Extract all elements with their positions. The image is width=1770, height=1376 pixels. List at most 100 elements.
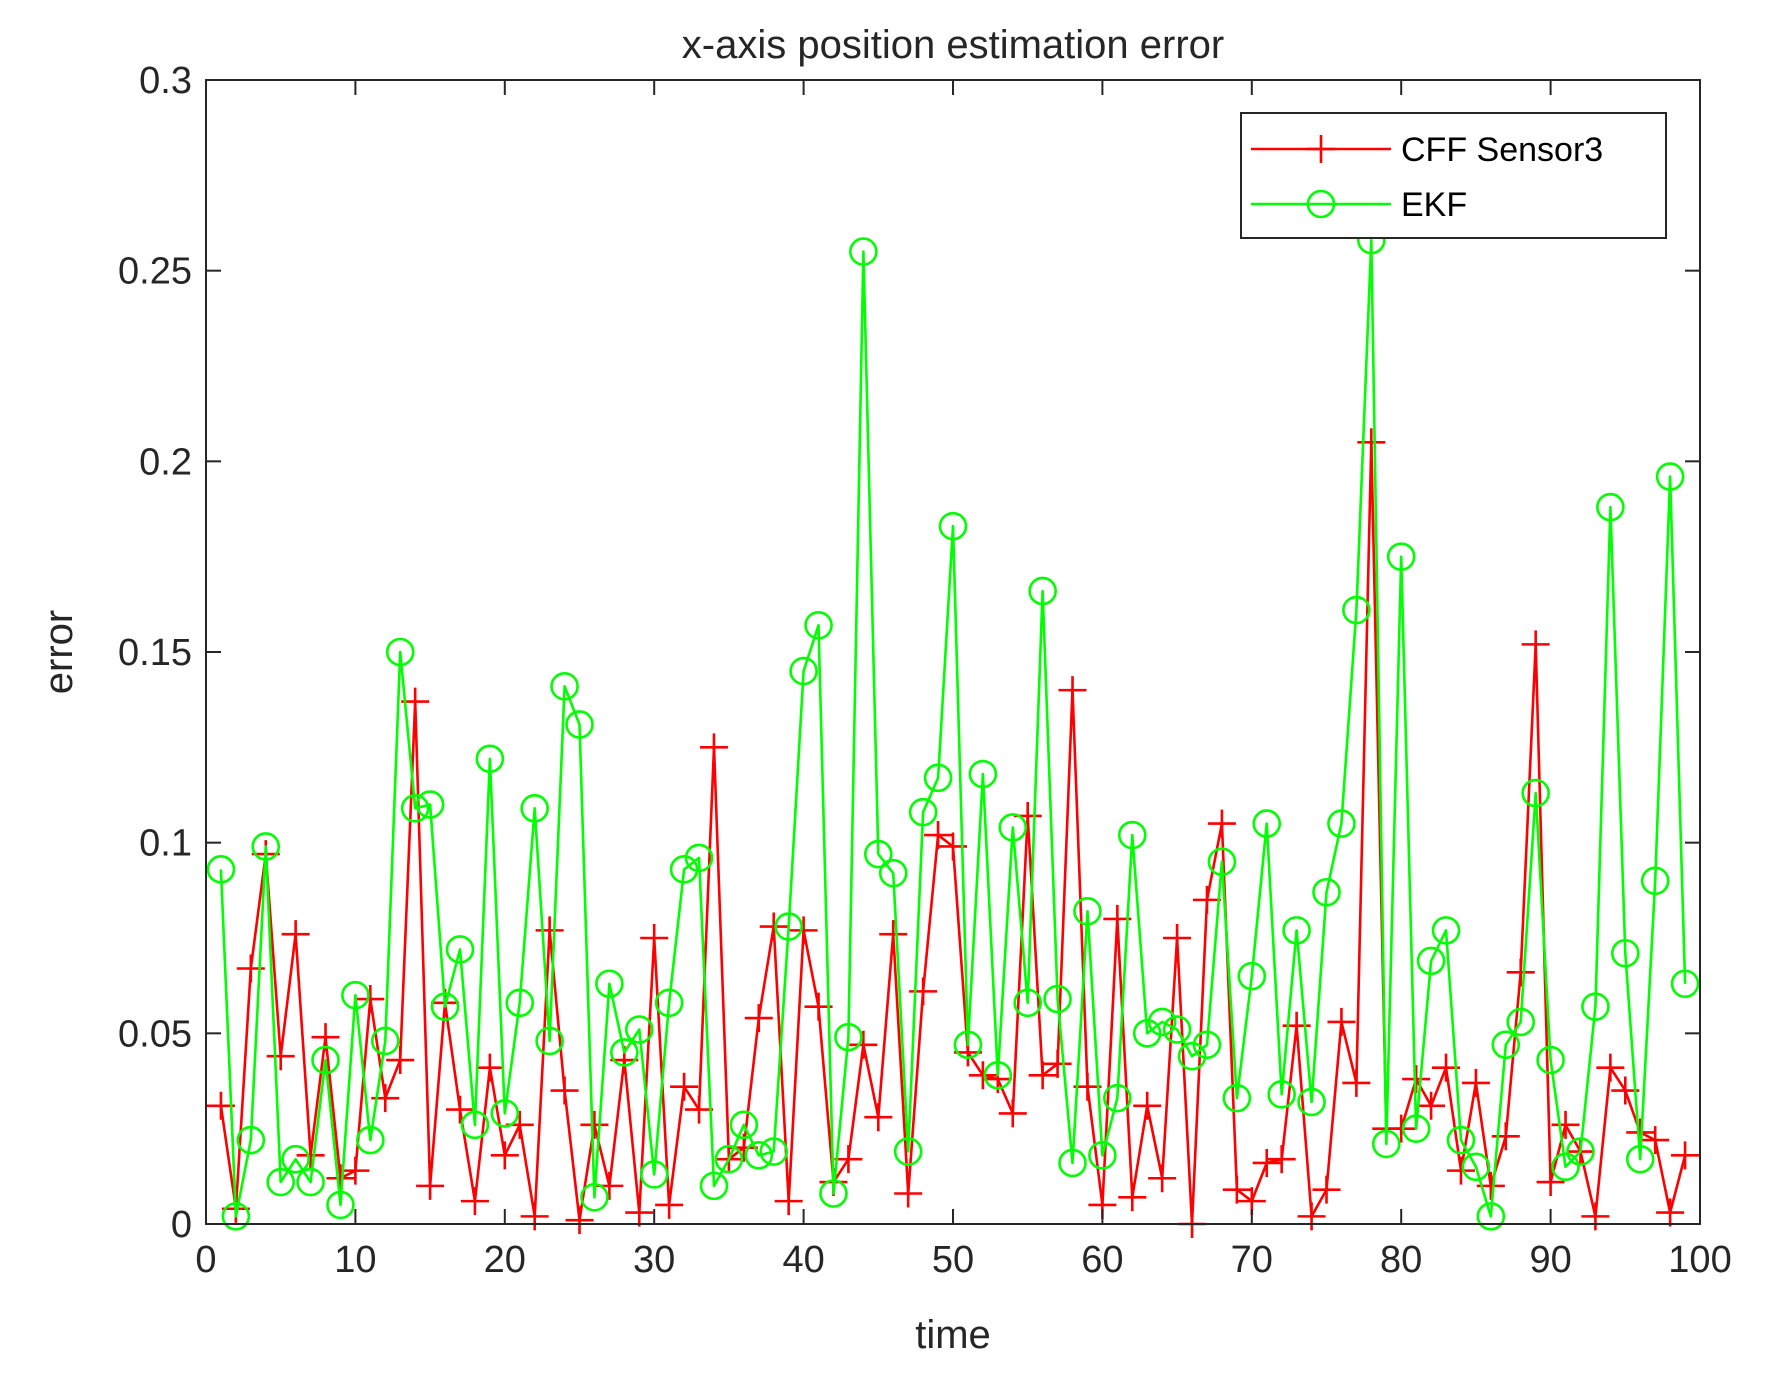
data-point-plus (744, 1004, 773, 1033)
legend-label: EKF (1401, 186, 1467, 224)
data-point-circle (953, 1030, 983, 1060)
data-point-circle (580, 1183, 609, 1212)
data-point-circle (774, 912, 803, 941)
data-point-plus (1536, 1168, 1565, 1197)
legend-marker (1306, 189, 1336, 219)
data-point-plus (699, 733, 728, 762)
data-point-circle (699, 1171, 729, 1201)
data-point-plus (386, 1046, 415, 1075)
data-point-plus (879, 920, 908, 949)
data-point-plus (1581, 1202, 1610, 1231)
data-point-circle (445, 935, 475, 964)
data-point-plus (1267, 1145, 1296, 1174)
legend-entry: EKF (1251, 186, 1467, 224)
data-point-circle (400, 794, 430, 823)
data-point-circle (281, 1144, 310, 1174)
x-tick-label: 0 (195, 1239, 216, 1281)
data-point-circle (684, 843, 714, 873)
data-point-plus (1163, 924, 1192, 952)
x-tick-label: 60 (1081, 1239, 1123, 1281)
legend-box (1240, 112, 1667, 239)
data-point-circle (654, 988, 684, 1018)
data-point-plus (789, 916, 818, 945)
data-point-circle (878, 858, 908, 888)
data-point-plus (1312, 1175, 1341, 1204)
data-point-circle (1342, 595, 1371, 625)
data-point-circle (624, 1015, 654, 1044)
data-point-circle (714, 1144, 744, 1174)
data-point-plus (759, 912, 788, 941)
data-point-circle (1267, 1080, 1296, 1109)
data-point-plus (1043, 1049, 1072, 1078)
data-point-plus (1551, 1110, 1580, 1139)
data-point-circle (1252, 809, 1282, 838)
data-point-circle (938, 511, 968, 541)
data-point-circle (236, 1125, 266, 1155)
data-point-plus (968, 1061, 997, 1090)
y-tick-label: 0.25 (118, 251, 192, 293)
data-point-circle (1282, 916, 1311, 945)
data-point-circle (311, 1045, 340, 1075)
data-point-circle (1431, 916, 1461, 945)
data-point-circle (1073, 897, 1102, 926)
data-point-circle (1028, 576, 1057, 606)
data-point-circle (819, 1179, 848, 1208)
data-point-circle (1207, 847, 1237, 877)
data-point-plus (341, 1156, 370, 1185)
data-point-circle (639, 1160, 669, 1189)
data-point-circle (744, 1141, 774, 1170)
data-point-circle (1043, 984, 1072, 1014)
data-point-plus (1192, 885, 1221, 914)
data-point-circle (1013, 988, 1042, 1018)
data-point-circle (206, 855, 236, 884)
data-point-plus (550, 1076, 579, 1105)
data-point-circle (266, 1167, 296, 1197)
legend-label: CFF Sensor3 (1401, 131, 1603, 169)
data-point-plus (998, 1099, 1027, 1128)
data-point-circle (669, 855, 699, 884)
data-point-circle (415, 790, 445, 819)
data-point-circle (1625, 1144, 1655, 1174)
data-point-plus (1671, 1141, 1700, 1170)
data-point-circle (1596, 492, 1625, 522)
data-point-circle (1581, 992, 1610, 1021)
data-point-circle (475, 744, 505, 774)
data-point-circle (505, 988, 535, 1018)
data-point-circle (1147, 1007, 1177, 1037)
data-point-plus (445, 1095, 474, 1124)
series-line (219, 238, 1687, 1218)
series-ekf (206, 225, 1700, 1231)
data-point-plus (849, 1030, 878, 1059)
x-tick-label: 100 (1668, 1239, 1731, 1281)
y-tick-label: 0 (171, 1204, 192, 1246)
series-layer (206, 225, 1700, 1238)
x-axis-label: time (915, 1313, 991, 1357)
data-point-circle (1297, 1087, 1326, 1117)
x-tick-label: 30 (633, 1239, 675, 1281)
data-point-plus (1461, 1068, 1490, 1097)
data-point-circle (1640, 866, 1670, 896)
data-point-plus (266, 1042, 295, 1071)
data-point-plus (565, 1206, 594, 1235)
data-point-circle (804, 611, 833, 640)
data-point-plus (864, 1103, 893, 1132)
data-point-circle (1566, 1137, 1595, 1166)
y-tick-label: 0.05 (118, 1013, 192, 1055)
data-point-circle (535, 1026, 564, 1056)
data-point-circle (221, 1202, 251, 1231)
data-point-circle (729, 1110, 759, 1140)
data-point-plus (460, 1187, 489, 1216)
data-point-plus (1656, 1198, 1685, 1227)
data-point-plus (475, 1053, 504, 1082)
data-point-plus (1491, 1122, 1520, 1151)
data-point-plus (1133, 1091, 1162, 1120)
data-point-circle (923, 763, 953, 793)
data-point-circle (460, 1110, 490, 1140)
data-point-circle (490, 1099, 520, 1128)
data-point-plus (894, 1179, 923, 1208)
data-point-plus (834, 1145, 863, 1174)
y-tick-label: 0.3 (139, 60, 192, 102)
data-point-plus (655, 1190, 684, 1219)
data-point-circle (1177, 1041, 1207, 1071)
